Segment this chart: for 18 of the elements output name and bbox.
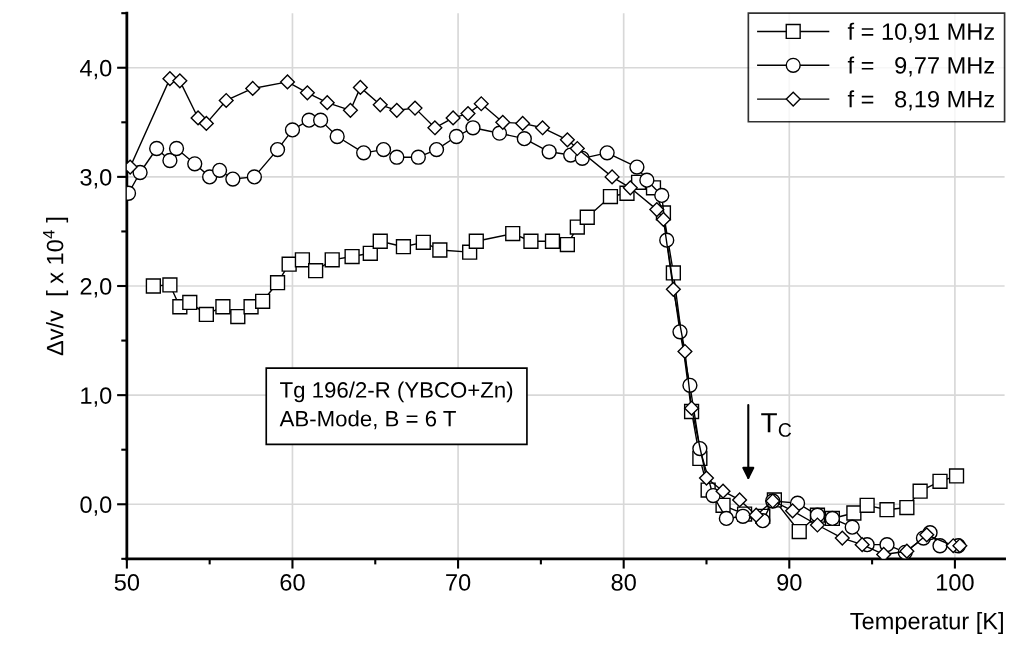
legend-label: f = 9,77 MHz [847, 56, 994, 77]
y-tick-label: 0,0 [80, 496, 112, 516]
x-axis-title: Temperatur [K] [850, 612, 1003, 635]
y-tick-label: 4,0 [79, 59, 112, 80]
x-tick-label: 50 [114, 574, 140, 591]
y-tick-label: 3,0 [80, 168, 112, 189]
y-tick-label: 2,0 [80, 278, 112, 298]
x-tick-label: 60 [280, 574, 305, 591]
annotation: T$_{C}$ [761, 413, 792, 437]
x-tick-label: 100 [937, 574, 974, 591]
legend-label: f = 10,91 MHz [847, 22, 994, 43]
x-tick-label: 90 [777, 574, 802, 591]
x-tick-label: 80 [611, 574, 636, 591]
x-tick-label: 70 [446, 574, 471, 591]
legend-label: f = 8,19 MHz [847, 90, 994, 111]
annotation: Tg 196/2-R (YBCO+Zn) AB-Mode, B = 6 T [279, 381, 513, 430]
y-axis-title: Δv/v [ x 10$^{4}$ ] [43, 217, 69, 356]
y-tick-label: 1,0 [81, 387, 112, 407]
